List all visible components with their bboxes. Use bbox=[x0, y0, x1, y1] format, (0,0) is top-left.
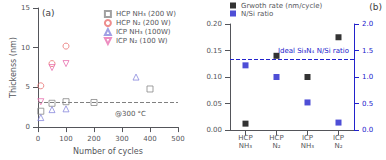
svg-text:0: 0 bbox=[36, 135, 40, 143]
svg-text:100: 100 bbox=[59, 135, 72, 143]
svg-text:200: 200 bbox=[87, 135, 100, 143]
svg-text:N₂: N₂ bbox=[334, 142, 342, 150]
svg-text:ICP NH₃ (100W): ICP NH₃ (100W) bbox=[116, 28, 171, 36]
svg-text:5: 5 bbox=[26, 83, 30, 91]
svg-text:Grwoth rate (nm/cycle): Grwoth rate (nm/cycle) bbox=[241, 2, 323, 10]
svg-text:1.5: 1.5 bbox=[362, 47, 373, 55]
svg-text:Thickenss (nm): Thickenss (nm) bbox=[9, 37, 18, 99]
svg-text:0.10: 0.10 bbox=[206, 73, 222, 81]
svg-text:500: 500 bbox=[171, 135, 184, 143]
svg-text:@300 °C: @300 °C bbox=[115, 110, 146, 118]
svg-text:Number of cycles: Number of cycles bbox=[73, 147, 143, 156]
svg-text:10: 10 bbox=[21, 44, 30, 52]
svg-text:0.15: 0.15 bbox=[206, 47, 222, 55]
svg-text:0.05: 0.05 bbox=[206, 100, 222, 108]
svg-text:2.0: 2.0 bbox=[362, 20, 373, 28]
svg-text:ICP: ICP bbox=[302, 134, 313, 142]
svg-text:0.00: 0.00 bbox=[206, 126, 222, 134]
svg-text:0.20: 0.20 bbox=[206, 20, 222, 28]
svg-text:HCP: HCP bbox=[269, 134, 283, 142]
svg-text:ICP N₂ (100 W): ICP N₂ (100 W) bbox=[116, 37, 168, 45]
svg-text:N₂: N₂ bbox=[272, 142, 280, 150]
svg-text:N/Si ratio: N/Si ratio bbox=[241, 10, 273, 18]
svg-text:NH₃: NH₃ bbox=[301, 142, 315, 150]
svg-text:HCP NH₃ (200 W): HCP NH₃ (200 W) bbox=[116, 10, 176, 18]
svg-text:(b): (b) bbox=[369, 2, 382, 12]
svg-text:ICP: ICP bbox=[333, 134, 344, 142]
svg-text:300: 300 bbox=[115, 135, 128, 143]
svg-text:0: 0 bbox=[26, 123, 30, 131]
svg-text:15: 15 bbox=[21, 4, 30, 12]
svg-text:400: 400 bbox=[143, 135, 156, 143]
svg-text:0.0: 0.0 bbox=[362, 126, 373, 134]
svg-text:0.5: 0.5 bbox=[362, 100, 373, 108]
svg-text:HCP: HCP bbox=[238, 134, 252, 142]
svg-text:(a): (a) bbox=[42, 8, 55, 18]
svg-text:HCP N₂ (200 W): HCP N₂ (200 W) bbox=[116, 19, 171, 27]
svg-text:Ideal Si₃N₄ N/Si ratio: Ideal Si₃N₄ N/Si ratio bbox=[278, 47, 349, 55]
svg-text:1.0: 1.0 bbox=[362, 73, 373, 81]
svg-text:NH₃: NH₃ bbox=[239, 142, 253, 150]
